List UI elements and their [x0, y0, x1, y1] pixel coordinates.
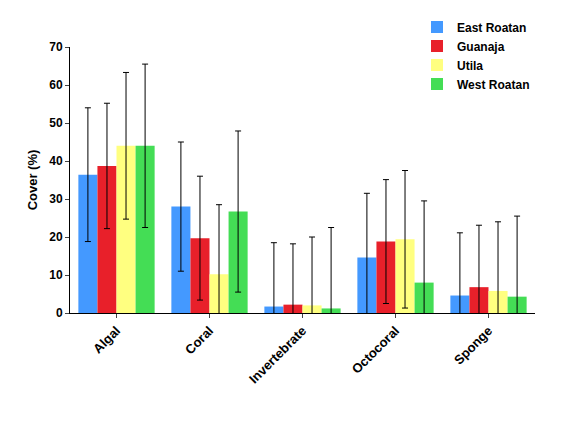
- svg-text:Utila: Utila: [457, 59, 483, 73]
- svg-text:Cover (%): Cover (%): [25, 150, 40, 211]
- svg-text:Invertebrate: Invertebrate: [246, 323, 309, 386]
- svg-text:40: 40: [49, 154, 63, 168]
- svg-text:0: 0: [56, 306, 63, 320]
- svg-text:Octocoral: Octocoral: [349, 323, 403, 377]
- svg-text:West Roatan: West Roatan: [457, 78, 529, 92]
- svg-text:Coral: Coral: [182, 323, 216, 357]
- svg-text:10: 10: [49, 268, 63, 282]
- svg-text:East Roatan: East Roatan: [457, 21, 526, 35]
- svg-text:50: 50: [49, 116, 63, 130]
- svg-text:70: 70: [49, 40, 63, 54]
- svg-text:Guanaja: Guanaja: [457, 40, 505, 54]
- svg-text:Sponge: Sponge: [451, 323, 495, 367]
- svg-text:60: 60: [49, 78, 63, 92]
- svg-text:Algal: Algal: [90, 323, 123, 356]
- svg-text:30: 30: [49, 192, 63, 206]
- svg-text:20: 20: [49, 230, 63, 244]
